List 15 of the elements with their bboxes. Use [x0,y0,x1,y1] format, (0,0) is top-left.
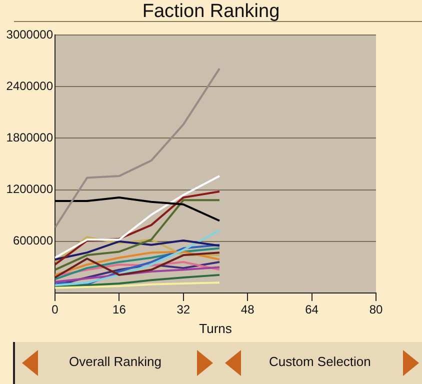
chart-title: Faction Ranking [141,0,281,24]
x-axis-title: Turns [199,320,232,336]
y-tick-label: 600000 [12,234,54,248]
x-tick-label: 80 [369,302,383,317]
x-tick-label: 0 [52,302,59,317]
y-tick-label: 1200000 [6,182,54,196]
y-tick-label: 1800000 [6,130,54,145]
y-tick-label: 2400000 [6,78,54,93]
y-tick-label: 3000000 [6,27,54,42]
x-tick-label: 64 [305,302,319,317]
x-tick-label: 16 [112,302,126,317]
x-tick-label: 32 [176,302,190,317]
x-tick-label: 48 [240,302,255,317]
text: Custom Selection [269,354,371,369]
text: Overall Ranking [69,354,162,369]
